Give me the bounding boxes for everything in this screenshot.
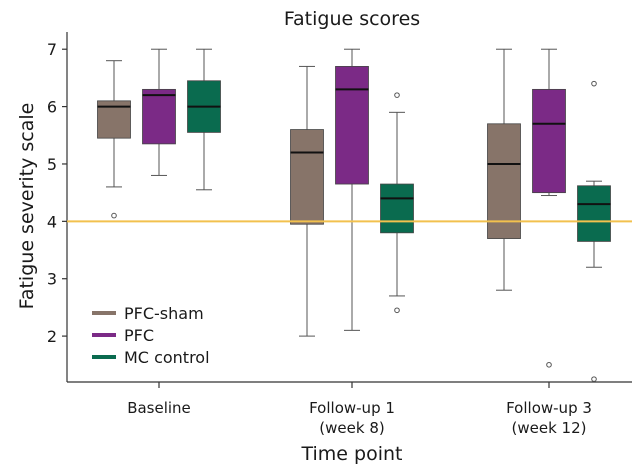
x-axis-label: Time point: [301, 443, 403, 465]
y-tick-label: 7: [47, 40, 57, 59]
outlier-point: [111, 212, 117, 219]
box-pfc-sham: [487, 48, 521, 291]
box-pfc: [335, 48, 369, 331]
box-iqr: [380, 183, 414, 234]
x-tick-label: (week 12): [512, 419, 587, 437]
legend-label: PFC-sham: [124, 304, 204, 323]
outlier-point: [546, 361, 552, 368]
outlier-point: [394, 307, 400, 314]
outlier-point: [591, 80, 597, 87]
y-axis-label: Fatigue severity scale: [16, 103, 38, 310]
box-iqr: [532, 88, 566, 194]
legend-label: MC control: [124, 348, 210, 367]
y-tick-label: 6: [47, 98, 57, 117]
box-iqr: [142, 88, 176, 145]
box-iqr: [335, 66, 369, 185]
x-tick-label: (week 8): [319, 419, 384, 437]
box-pfc: [142, 48, 176, 176]
legend: PFC-sham PFC MC control: [92, 304, 210, 367]
box-mc-control: [380, 92, 414, 314]
box-mc-control: [187, 48, 221, 191]
y-tick-label: 5: [47, 155, 57, 174]
plot-area: 2 3 4 5 6 7 Baseline Follow-up 1 (week 8) Follow-…: [47, 32, 632, 437]
x-tick-label: Follow-up 1: [309, 399, 395, 417]
box-iqr: [487, 123, 521, 239]
box-iqr: [290, 129, 324, 225]
box-pfc-sham: [97, 60, 131, 219]
y-tick-label: 2: [47, 327, 57, 346]
box-mc-control: [577, 80, 611, 382]
legend-label: PFC: [124, 326, 154, 345]
x-tick-label: Baseline: [127, 399, 191, 417]
outlier-point: [591, 376, 597, 382]
y-tick-label: 4: [47, 212, 57, 231]
box-pfc: [532, 48, 566, 368]
outlier-point: [394, 92, 400, 98]
box-pfc-sham: [290, 65, 324, 337]
box-iqr: [577, 185, 611, 242]
y-tick-label: 3: [47, 270, 57, 289]
chart-title: Fatigue scores: [284, 8, 420, 30]
x-tick-label: Follow-up 3: [506, 399, 592, 417]
